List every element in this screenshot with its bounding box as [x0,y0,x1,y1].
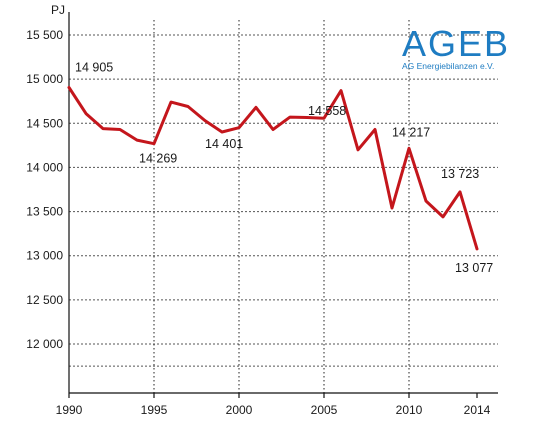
data-label: 14 269 [139,152,177,166]
series-layer [67,86,479,251]
y-tick-label: 13 500 [26,205,63,219]
y-tick-label: 12 000 [26,337,63,351]
ageb-logo: AGEB AG Energiebilanzen e.V. [402,23,511,72]
x-tick-label: 2005 [311,403,338,417]
y-tick-label: 15 500 [26,28,63,42]
x-tick-label: 2010 [396,403,423,417]
y-tick-label: 12 500 [26,293,63,307]
x-tick-label: 2014 [464,403,491,417]
axis-layer [68,12,498,398]
logo-name: AGEB [402,23,511,64]
series-line [67,86,479,251]
data-label: 13 077 [455,261,493,275]
data-label: 14 217 [392,125,430,139]
data-label: 13 723 [441,167,479,181]
y-tick-label: 14 000 [26,160,63,174]
grid-layer [69,20,498,393]
y-unit-label: PJ [51,3,65,17]
label-layer: 12 000 12 500 13 000 13 500 14 000 14 500 15 0… [26,3,493,417]
y-tick-label: 14 500 [26,116,63,130]
data-label: 14 905 [75,61,113,75]
logo-subtitle: AG Energiebilanzen e.V. [402,61,495,71]
data-label: 14 558 [308,104,346,118]
data-label: 14 401 [205,137,243,151]
y-tick-label: 15 000 [26,72,63,86]
y-tick-label: 13 000 [26,249,63,263]
x-tick-label: 1990 [56,403,83,417]
x-tick-label: 1995 [141,403,168,417]
x-tick-label: 2000 [226,403,253,417]
